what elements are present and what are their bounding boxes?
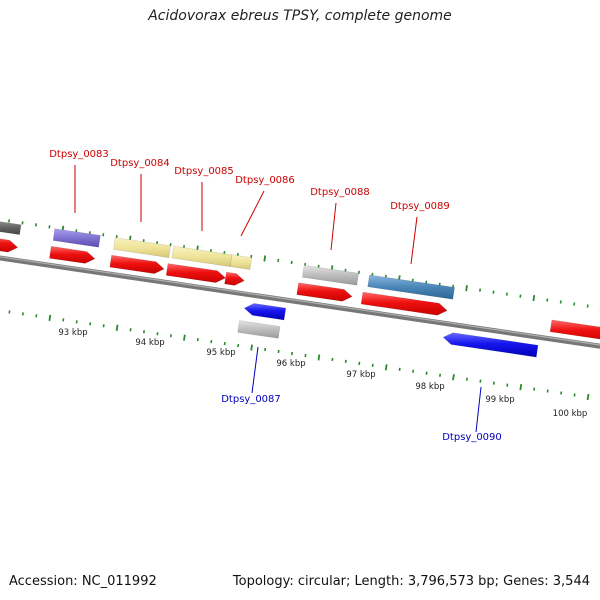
- gene-feature-gray: [237, 320, 281, 339]
- gene-label-dtpsy-0085: Dtpsy_0085: [174, 166, 234, 177]
- scale-label: 98 kbp: [415, 382, 444, 392]
- scale-label: 96 kbp: [276, 359, 305, 369]
- forward-cds: [165, 263, 227, 283]
- lower-tick-major: [586, 393, 590, 401]
- gene-label-dtpsy-0083: Dtpsy_0083: [49, 149, 109, 160]
- lower-tick-major: [384, 364, 388, 371]
- lower-tick-major: [115, 324, 119, 331]
- label-leader-line: [240, 190, 265, 237]
- backbone-highlight: [0, 256, 600, 346]
- gene-label-dtpsy-0086: Dtpsy_0086: [235, 175, 295, 186]
- gene-label-dtpsy-0087: Dtpsy_0087: [221, 394, 281, 405]
- gene-feature-purple: [52, 228, 101, 248]
- forward-cds: [296, 282, 353, 302]
- label-leader-line: [251, 346, 259, 394]
- forward-cds: [549, 319, 600, 340]
- gene-features: [0, 221, 600, 358]
- label-leader-line: [410, 216, 418, 265]
- gene-feature-dark: [0, 221, 22, 235]
- gene-label-dtpsy-0090: Dtpsy_0090: [442, 432, 502, 443]
- gene-feature-yellow: [229, 254, 253, 270]
- upper-tick-major: [532, 294, 536, 302]
- upper-tick-major: [465, 285, 468, 292]
- genome-backbone: [0, 255, 600, 349]
- lower-tick-major: [183, 334, 186, 341]
- label-leader-lines: [74, 165, 482, 433]
- lower-tick-major: [452, 374, 455, 381]
- genome-summary-text: Topology: circular; Length: 3,796,573 bp…: [232, 574, 590, 589]
- forward-cds: [109, 254, 165, 274]
- lower-tick-major: [519, 384, 523, 391]
- scale-label: 99 kbp: [485, 395, 514, 405]
- scale-label: 94 kbp: [135, 338, 164, 348]
- reverse-cds: [442, 332, 539, 358]
- scale-label: 100 kbp: [553, 409, 588, 419]
- forward-cds: [49, 245, 96, 264]
- label-leader-line: [475, 386, 482, 433]
- gene-label-dtpsy-0089: Dtpsy_0089: [390, 201, 450, 212]
- lower-tick-major: [317, 354, 321, 361]
- reverse-cds: [243, 303, 287, 321]
- accession-text: Accession: NC_011992: [9, 574, 157, 589]
- gene-feature-yellow: [113, 237, 171, 258]
- backbone-line: [0, 255, 600, 349]
- scale-label: 95 kbp: [206, 348, 235, 358]
- gene-feature-gray: [302, 264, 359, 286]
- scale-label: 93 kbp: [58, 328, 87, 338]
- map-title: Acidovorax ebreus TPSY, complete genome: [148, 8, 452, 24]
- upper-tick-major: [263, 255, 267, 262]
- gene-label-dtpsy-0088: Dtpsy_0088: [310, 187, 370, 198]
- gene-label-dtpsy-0084: Dtpsy_0084: [110, 158, 170, 169]
- lower-tick-major: [250, 344, 253, 351]
- gene-feature-steel: [367, 274, 455, 300]
- lower-tick-major: [48, 314, 52, 321]
- forward-cds: [0, 238, 19, 253]
- scale-label: 97 kbp: [346, 370, 375, 380]
- forward-cds: [360, 291, 448, 316]
- forward-cds: [224, 271, 245, 286]
- gene-feature-yellow: [171, 245, 233, 267]
- label-leader-line: [330, 202, 337, 251]
